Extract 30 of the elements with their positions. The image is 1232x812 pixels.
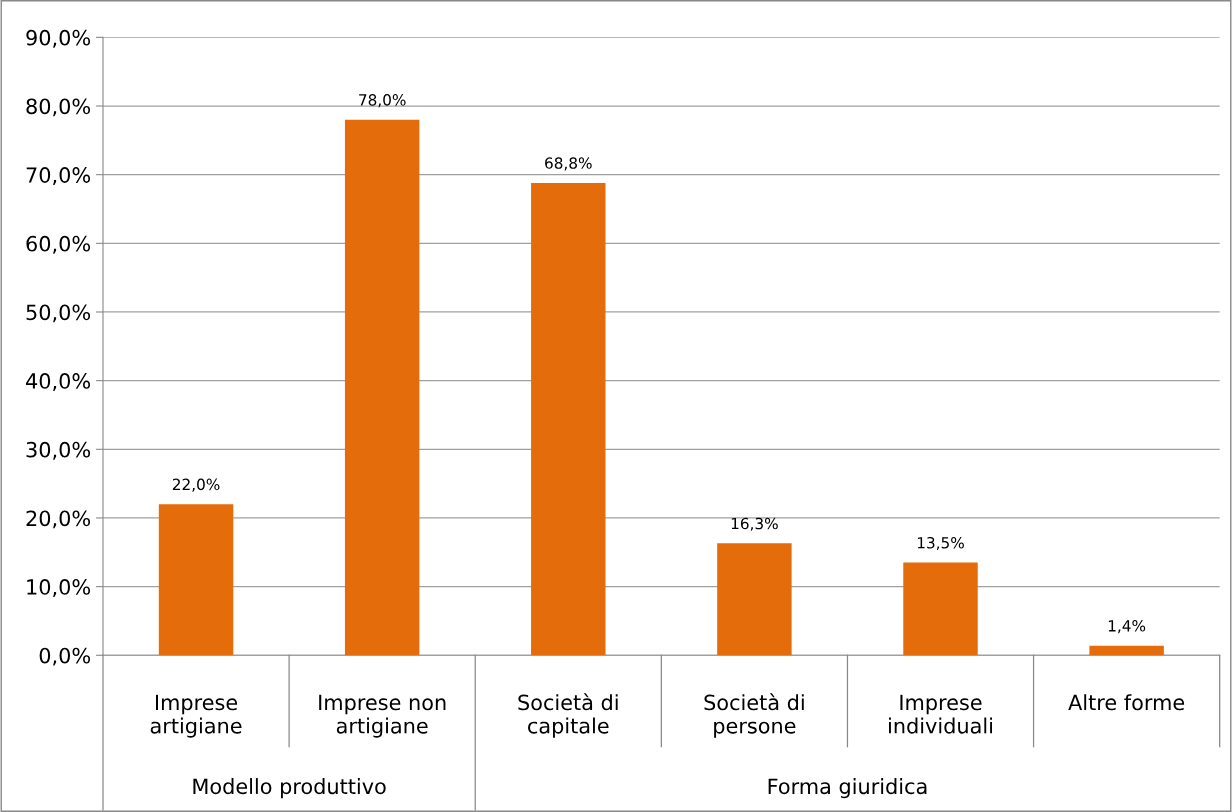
data-label: 13,5%	[917, 536, 964, 551]
x-tick-label: Altre forme	[1068, 694, 1185, 711]
y-tick-label: 20,0%	[26, 510, 91, 529]
y-tick-label: 60,0%	[26, 235, 91, 254]
y-tick-label: 70,0%	[26, 167, 91, 186]
x-tick-label: Imprese artigiane	[150, 694, 242, 738]
text: Forma giuridica	[768, 778, 927, 799]
y-tick-label: 30,0%	[26, 441, 91, 460]
y-tick-label: 0,0%	[39, 647, 91, 666]
bar	[717, 543, 792, 656]
bar	[1089, 645, 1164, 656]
data-label: 22,0%	[172, 478, 220, 492]
y-tick-label: 10,0%	[27, 579, 91, 597]
bar	[344, 119, 420, 656]
y-tick-label: 80,0%	[26, 98, 91, 117]
bar	[903, 562, 978, 656]
text: Modello produttivo	[193, 778, 386, 799]
data-label: 78,0%	[359, 94, 406, 108]
bar	[158, 504, 234, 656]
y-tick-label: 40,0%	[26, 373, 91, 391]
y-tick-label: 50,0%	[26, 304, 91, 323]
x-tick-label: Imprese individuali	[889, 694, 992, 734]
y-tick-label: 90,0%	[26, 29, 91, 48]
bar	[531, 182, 606, 656]
x-tick-label: Società di persone	[704, 693, 804, 738]
x-tick-label: Imprese non artigiane	[319, 694, 446, 738]
x-tick-label: Società di capitale	[518, 693, 618, 738]
data-label: 1,4%	[1108, 620, 1146, 634]
data-label: 16,3%	[731, 517, 778, 531]
data-label: 68,8%	[545, 157, 592, 171]
